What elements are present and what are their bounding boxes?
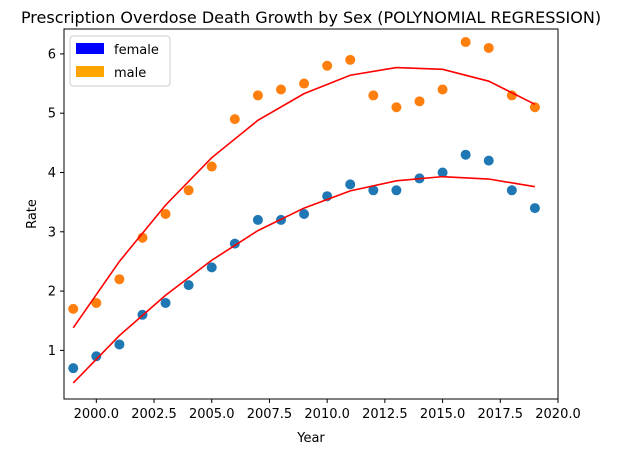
data-point — [529, 203, 540, 214]
x-tick-label: 2012.5 — [362, 407, 408, 422]
x-tick-label: 2000.0 — [74, 407, 120, 422]
y-tick-label: 4 — [48, 166, 56, 181]
data-point — [414, 96, 425, 107]
data-point — [68, 363, 79, 374]
data-point — [506, 185, 517, 196]
data-point — [529, 102, 540, 113]
plot-marks — [68, 37, 540, 384]
data-point — [483, 155, 494, 166]
data-point — [252, 90, 263, 101]
data-point — [322, 60, 333, 71]
legend-label-male: male — [114, 66, 146, 81]
x-tick-label: 2017.5 — [478, 407, 524, 422]
data-point — [114, 339, 125, 350]
legend-swatch-female — [76, 43, 104, 54]
x-tick-label: 2005.0 — [189, 407, 235, 422]
x-tick-label: 2010.0 — [304, 407, 350, 422]
data-point — [460, 149, 471, 160]
data-point — [114, 274, 125, 285]
data-point — [391, 185, 402, 196]
data-point — [91, 297, 102, 308]
data-point — [345, 179, 356, 190]
data-point — [160, 209, 171, 219]
legend-swatch-male — [76, 66, 104, 77]
data-point — [483, 42, 494, 53]
data-point — [460, 37, 471, 48]
data-point — [368, 185, 379, 196]
y-axis: 1 2 3 4 5 6 — [48, 47, 64, 359]
x-tick-label: 2007.5 — [247, 407, 293, 422]
data-point — [275, 84, 286, 95]
data-point — [183, 185, 194, 196]
plot-frame — [63, 28, 559, 400]
data-point — [206, 262, 217, 273]
x-tick-label: 2002.5 — [131, 407, 177, 422]
data-point — [252, 214, 263, 225]
data-point — [437, 84, 448, 95]
x-axis: 2000.0 2002.5 2005.0 2007.5 2010.0 2012.5 2015… — [74, 399, 581, 422]
y-tick-label: 1 — [48, 344, 56, 359]
data-point — [299, 209, 310, 219]
data-point — [368, 90, 379, 101]
regression-line — [72, 175, 536, 384]
data-point — [299, 78, 310, 89]
data-point — [160, 297, 171, 308]
data-point — [506, 90, 517, 101]
legend: female male — [69, 35, 171, 87]
data-point — [345, 54, 356, 65]
y-tick-label: 6 — [48, 47, 56, 62]
data-point — [68, 303, 79, 314]
x-tick-label: 2015.0 — [420, 407, 466, 422]
data-point — [437, 167, 448, 178]
y-tick-label: 5 — [48, 107, 56, 122]
y-tick-label: 3 — [48, 225, 56, 240]
x-tick-label: 2020.0 — [535, 407, 581, 422]
chart-title: Prescription Overdose Death Growth by Se… — [21, 8, 601, 27]
data-point — [183, 280, 194, 291]
regression-line — [72, 66, 536, 329]
data-point — [229, 114, 240, 125]
data-point — [206, 161, 217, 172]
legend-label-female: female — [114, 43, 159, 58]
data-point — [91, 351, 102, 362]
y-axis-label: Rate — [25, 199, 40, 229]
y-tick-label: 2 — [48, 285, 56, 300]
data-point — [391, 102, 402, 113]
x-axis-label: Year — [296, 431, 325, 446]
